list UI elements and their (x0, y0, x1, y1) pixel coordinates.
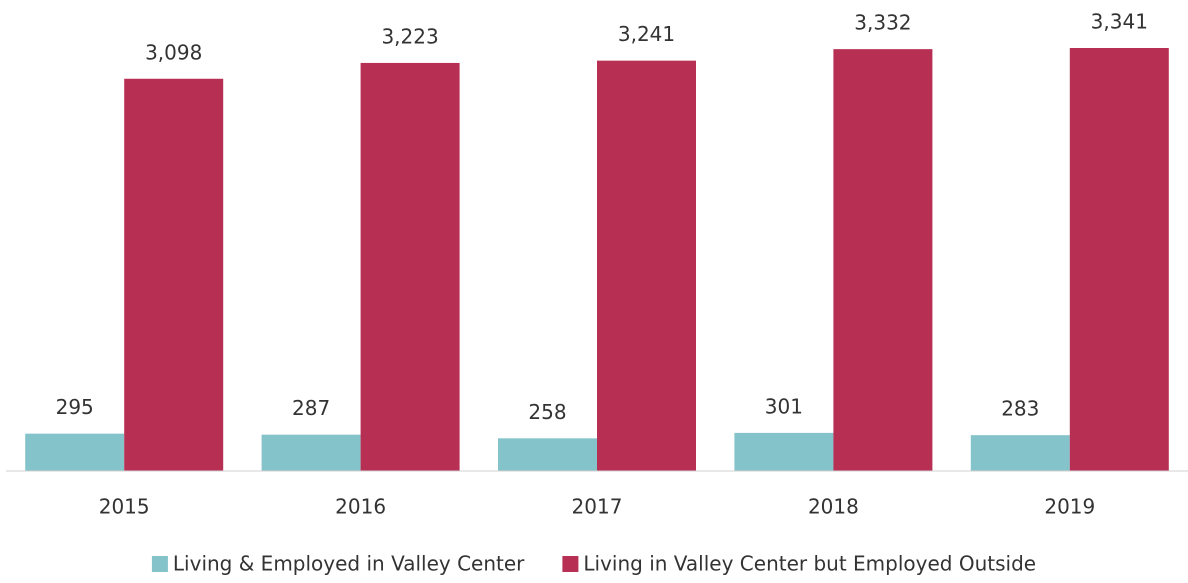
bar (124, 78, 224, 472)
bar (1069, 48, 1169, 471)
data-label: 3,341 (1091, 10, 1148, 34)
data-label: 3,241 (618, 22, 675, 46)
data-label: 295 (56, 395, 94, 419)
bar (833, 49, 933, 472)
bar (970, 435, 1070, 471)
data-label: 3,098 (145, 40, 202, 64)
data-label: 258 (528, 400, 566, 424)
bar (360, 62, 460, 471)
x-tick-label: 2017 (572, 495, 623, 519)
data-label: 3,223 (381, 24, 438, 48)
x-tick-label: 2016 (335, 495, 386, 519)
data-label: 3,332 (854, 11, 911, 35)
x-tick-label: 2015 (99, 495, 150, 519)
legend-label: Living in Valley Center but Employed Out… (583, 552, 1036, 576)
x-tick-label: 2019 (1044, 495, 1095, 519)
legend-label: Living & Employed in Valley Center (173, 552, 525, 576)
data-label: 287 (292, 396, 330, 420)
bar (261, 434, 361, 471)
legend-swatch (151, 556, 168, 572)
bar (25, 433, 125, 471)
x-tick-label: 2018 (808, 495, 859, 519)
bar (498, 438, 597, 471)
bar (734, 432, 834, 471)
data-label: 301 (765, 394, 803, 418)
bar (597, 60, 696, 471)
legend-swatch (562, 556, 579, 572)
data-label: 283 (1001, 397, 1039, 421)
